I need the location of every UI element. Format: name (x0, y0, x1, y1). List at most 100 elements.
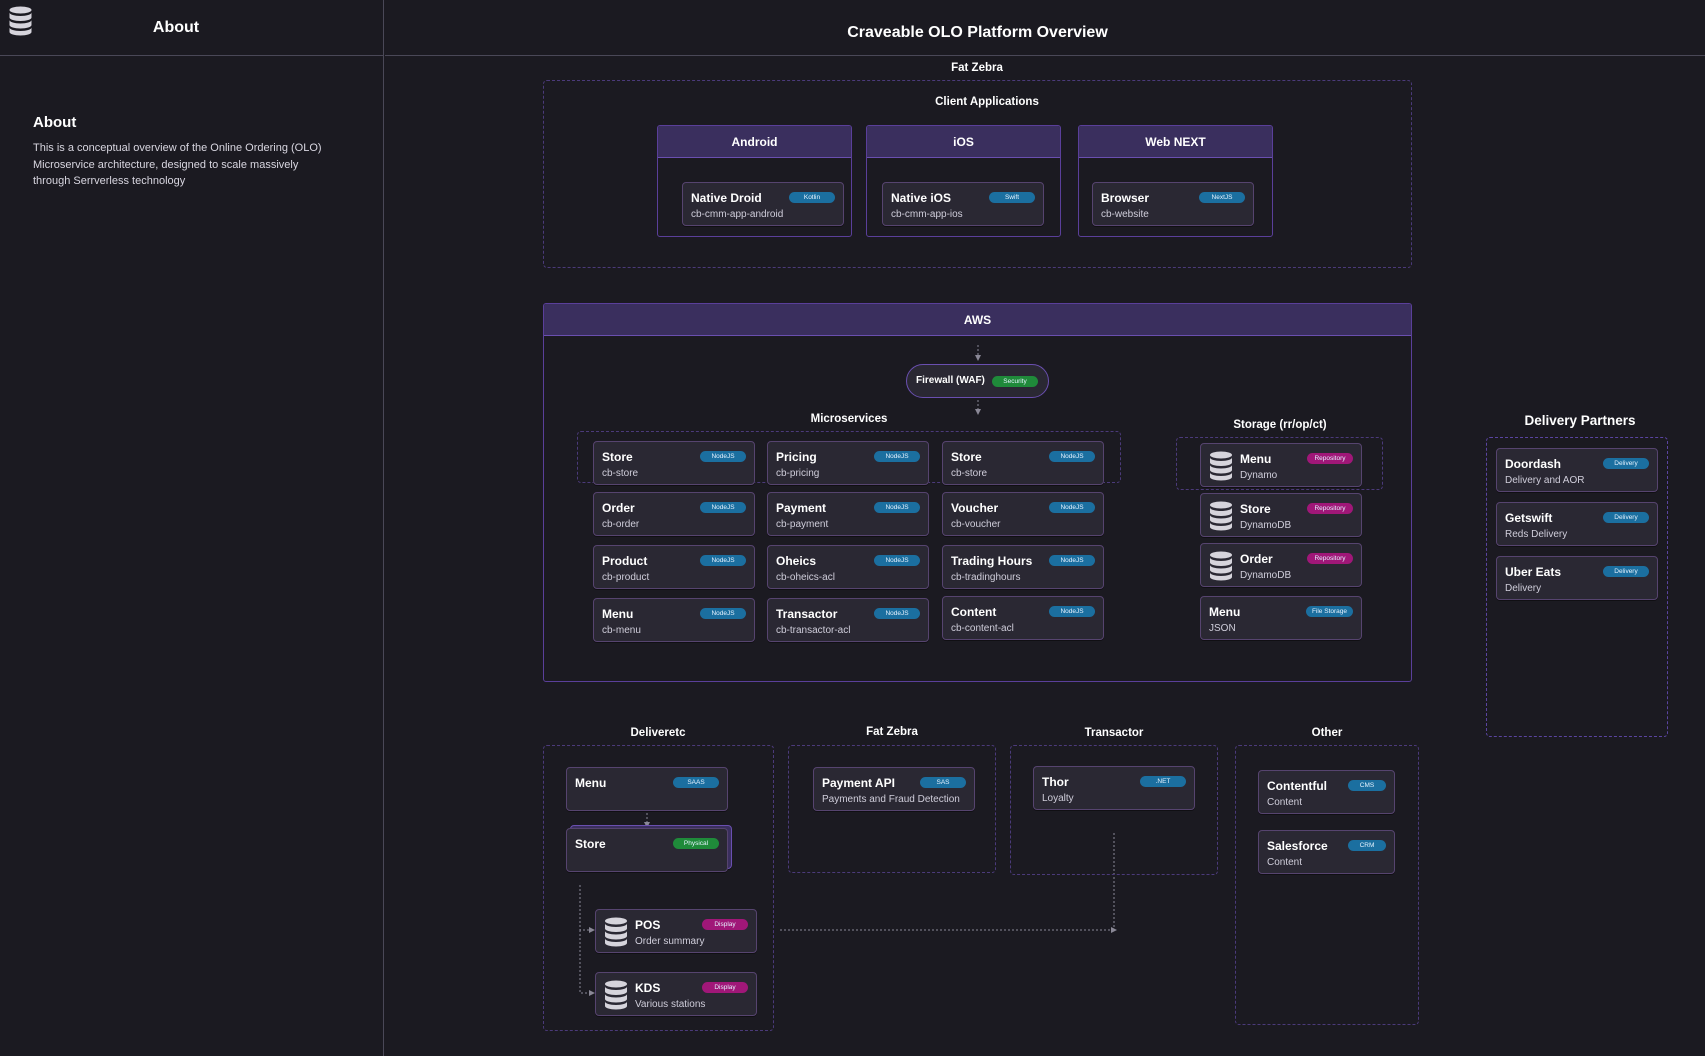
card-title: Salesforce (1267, 839, 1328, 853)
storage-tag: Repository (1307, 453, 1353, 464)
tech-tag: Swift (989, 192, 1035, 203)
card-sub: Order summary (635, 936, 705, 947)
platform-web-next-label: Web NEXT (1079, 126, 1272, 158)
payment-api[interactable]: Payment API Payments and Fraud Detection… (813, 767, 975, 811)
ms-voucher[interactable]: Voucher cb-voucher NodeJS (942, 492, 1104, 536)
card-title: Menu (1240, 452, 1272, 466)
storage-order-dynamodb[interactable]: Order DynamoDB Repository (1200, 543, 1362, 587)
database-icon (605, 917, 627, 947)
deliveretc-label: Deliveretc (630, 727, 686, 739)
card-sub: cb-order (602, 519, 640, 530)
card-sub: cb-oheics-acl (776, 572, 835, 583)
card-title: KDS (635, 981, 661, 995)
card-title: Browser (1101, 191, 1150, 205)
ms-transactor[interactable]: Transactor cb-transactor-acl NodeJS (767, 598, 929, 642)
card-title: Transactor (776, 607, 838, 621)
deliveretc-kds[interactable]: KDS Various stations Display (595, 972, 757, 1016)
ms-trading-hours[interactable]: Trading Hours cb-tradinghours NodeJS (942, 545, 1104, 589)
card-browser[interactable]: Browser cb-website NextJS (1092, 182, 1254, 226)
card-title: Contentful (1267, 779, 1327, 793)
tech-tag: .NET (1140, 776, 1186, 787)
card-title: Menu (602, 607, 634, 621)
deliveretc-group (543, 745, 774, 1031)
client-apps-label: Client Applications (935, 96, 1039, 108)
database-icon (605, 980, 627, 1010)
ms-oheics[interactable]: Oheics cb-oheics-acl NodeJS (767, 545, 929, 589)
partner-uber-eats[interactable]: Uber Eats Delivery Delivery (1496, 556, 1658, 600)
card-title: Store (951, 450, 982, 464)
security-tag: Security (992, 376, 1038, 387)
card-title: Voucher (951, 501, 999, 515)
card-sub: cb-tradinghours (951, 572, 1021, 583)
card-title: Payment (776, 501, 827, 515)
storage-tag: File Storage (1305, 606, 1353, 617)
ms-order[interactable]: Order cb-order NodeJS (593, 492, 755, 536)
card-sub: Reds Delivery (1505, 529, 1568, 540)
aws-group: AWS (543, 303, 1412, 682)
ms-store-2[interactable]: Store cb-store NodeJS (942, 441, 1104, 485)
sidebar: About About This is a conceptual overvie… (0, 0, 384, 1056)
card-native-ios[interactable]: Native iOS cb-cmm-app-ios Swift (882, 182, 1044, 226)
partner-doordash[interactable]: Doordash Delivery and AOR Delivery (1496, 448, 1658, 492)
card-title: Order (1240, 552, 1273, 566)
saas-tag: SAAS (673, 777, 719, 788)
card-sub: DynamoDB (1240, 570, 1292, 581)
card-title: Doordash (1505, 457, 1562, 471)
card-sub: cb-content-acl (951, 623, 1014, 634)
other-contentful[interactable]: Contentful Content CMS (1258, 770, 1395, 814)
card-title: Menu (1209, 605, 1241, 619)
card-sub: JSON (1209, 623, 1236, 634)
card-sub: Dynamo (1240, 470, 1278, 481)
firewall-title: Firewall (WAF) (916, 375, 985, 386)
card-sub: Loyalty (1042, 793, 1074, 804)
tech-tag: NodeJS (1049, 502, 1095, 513)
partner-getswift[interactable]: Getswift Reds Delivery Delivery (1496, 502, 1658, 546)
card-title: Oheics (776, 554, 817, 568)
tech-tag: NodeJS (700, 502, 746, 513)
about-heading: About (33, 114, 77, 131)
database-icon (9, 6, 32, 36)
card-sub: cb-store (951, 468, 988, 479)
database-icon (1210, 501, 1232, 531)
sidebar-title: About (152, 19, 200, 36)
ms-payment[interactable]: Payment cb-payment NodeJS (767, 492, 929, 536)
platform-android-label: Android (658, 126, 851, 158)
storage-menu-json[interactable]: Menu JSON File Storage (1200, 596, 1362, 640)
transactor-thor[interactable]: Thor Loyalty .NET (1033, 766, 1195, 810)
card-sub: cb-cmm-app-ios (891, 209, 963, 220)
platform-web-next[interactable]: Web NEXT (1078, 125, 1273, 237)
deliveretc-store[interactable]: Store Physical (566, 828, 728, 872)
card-title: Native iOS (891, 191, 952, 205)
platform-android[interactable]: Android (657, 125, 852, 237)
aws-label: AWS (544, 304, 1411, 336)
storage-tag: Repository (1307, 553, 1353, 564)
storage-store-dynamodb[interactable]: Store DynamoDB Repository (1200, 493, 1362, 537)
card-title: Pricing (776, 450, 817, 464)
platform-ios[interactable]: iOS (866, 125, 1061, 237)
ms-content[interactable]: Content cb-content-acl NodeJS (942, 596, 1104, 640)
card-sub: Various stations (635, 999, 706, 1010)
other-salesforce[interactable]: Salesforce Content CRM (1258, 830, 1395, 874)
card-sub: cb-transactor-acl (776, 625, 851, 636)
deliveretc-menu[interactable]: Menu SAAS (566, 767, 728, 811)
physical-tag: Physical (673, 838, 719, 849)
storage-menu-dynamo[interactable]: Menu Dynamo Repository (1200, 443, 1362, 487)
ms-product[interactable]: Product cb-product NodeJS (593, 545, 755, 589)
ms-menu[interactable]: Menu cb-menu NodeJS (593, 598, 755, 642)
ms-store[interactable]: Store cb-store NodeJS (593, 441, 755, 485)
card-sub: cb-store (602, 468, 639, 479)
ms-pricing[interactable]: Pricing cb-pricing NodeJS (767, 441, 929, 485)
card-native-droid[interactable]: Native Droid cb-cmm-app-android Kotlin (682, 182, 844, 226)
fat-zebra-top-group (543, 80, 1412, 268)
card-title: Getswift (1505, 511, 1553, 525)
delivery-partners-label: Delivery Partners (1524, 413, 1636, 428)
firewall-node[interactable]: Firewall (WAF) Security (906, 364, 1049, 398)
deliveretc-pos[interactable]: POS Order summary Display (595, 909, 757, 953)
storage-tag: Repository (1307, 503, 1353, 514)
about-text: This is a conceptual overview of the Onl… (33, 142, 322, 187)
fat-zebra-top-label: Fat Zebra (951, 62, 1003, 74)
storage-label: Storage (rr/op/ct) (1233, 419, 1327, 431)
card-title: Store (1240, 502, 1271, 516)
card-title: Native Droid (691, 191, 762, 205)
card-sub: cb-menu (602, 625, 641, 636)
